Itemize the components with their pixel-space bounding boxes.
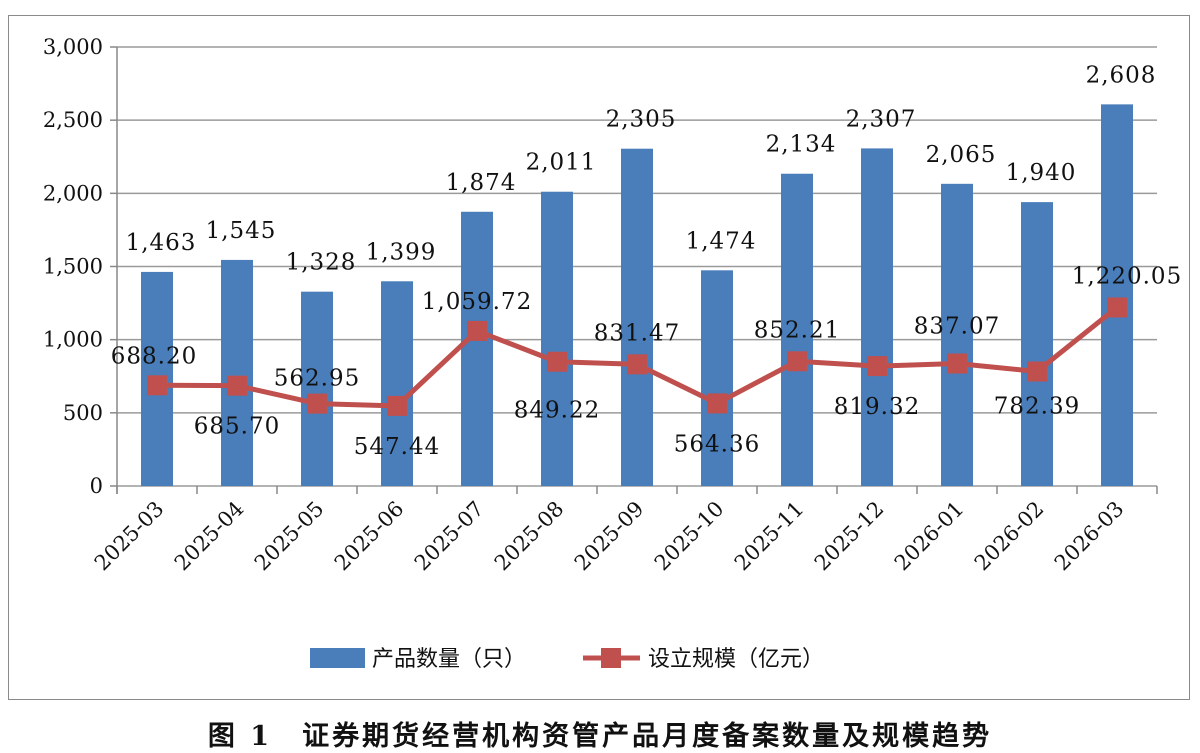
- legend-swatch-bar: [310, 648, 365, 668]
- line-value-label: 837.07: [914, 314, 1000, 340]
- x-tick-label: 2026-01: [890, 497, 969, 576]
- line-marker: [627, 354, 647, 375]
- bar-value-label: 1,874: [446, 170, 517, 196]
- bar-value-label: 2,011: [526, 150, 597, 176]
- line-marker: [787, 351, 807, 372]
- line-value-label: 685.70: [194, 414, 280, 440]
- line-value-label: 1,220.05: [1072, 263, 1182, 289]
- line-value-label: 547.44: [354, 434, 440, 460]
- line-marker: [867, 356, 887, 377]
- line-value-label: 1,059.72: [422, 289, 532, 315]
- x-tick-label: 2025-05: [250, 497, 329, 576]
- bar: [461, 211, 493, 486]
- bar-value-label: 2,305: [606, 107, 677, 133]
- line-marker: [387, 395, 407, 416]
- line-marker: [227, 375, 247, 396]
- bar-value-label: 1,463: [126, 230, 197, 256]
- y-tick-label: 1,000: [43, 328, 103, 352]
- x-tick-label: 2026-02: [970, 497, 1049, 576]
- x-tick-label: 2025-12: [810, 497, 889, 576]
- line-value-label: 782.39: [994, 394, 1080, 420]
- line-value-label: 831.47: [594, 320, 680, 346]
- line-marker: [467, 320, 487, 341]
- line-value-label: 688.20: [111, 343, 197, 369]
- chart-caption: 图 1 证券期货经营机构资管产品月度备案数量及规模趋势: [207, 721, 993, 752]
- bar-value-label: 2,134: [766, 132, 837, 158]
- bar: [1021, 202, 1053, 486]
- bar-value-label: 1,399: [366, 239, 437, 265]
- x-tick-label: 2025-11: [730, 497, 809, 576]
- line-marker: [1107, 297, 1127, 318]
- x-tick-label: 2025-07: [410, 497, 489, 576]
- x-tick-label: 2026-03: [1050, 497, 1129, 576]
- bar-value-label: 1,545: [206, 218, 277, 244]
- bar-value-label: 2,065: [926, 142, 997, 168]
- legend-marker-line: [601, 648, 621, 668]
- legend-label-bar: 产品数量（只）: [372, 647, 526, 672]
- line-value-label: 564.36: [674, 431, 760, 457]
- line-marker: [547, 351, 567, 372]
- bar: [221, 259, 253, 486]
- legend-label-line: 设立规模（亿元）: [648, 647, 824, 672]
- bar-value-label: 1,474: [686, 228, 757, 254]
- bar-value-label: 1,940: [1006, 160, 1077, 186]
- line-marker: [307, 393, 327, 414]
- x-tick-label: 2025-04: [170, 497, 249, 576]
- line-value-label: 562.95: [274, 366, 360, 392]
- line-marker: [147, 375, 167, 396]
- line-marker: [707, 393, 727, 414]
- bar: [621, 148, 653, 486]
- x-tick-label: 2025-08: [490, 497, 569, 576]
- y-tick-label: 1,500: [43, 255, 103, 279]
- bar: [701, 270, 733, 486]
- bar: [941, 183, 973, 487]
- bar: [1101, 104, 1133, 486]
- line-value-label: 849.22: [514, 398, 600, 424]
- line-marker: [1027, 361, 1047, 382]
- chart-frame: [8, 15, 1190, 700]
- bar-value-label: 2,608: [1086, 62, 1157, 88]
- y-tick-label: 2,500: [43, 108, 103, 132]
- x-tick-label: 2025-03: [90, 497, 169, 576]
- x-tick-label: 2025-10: [650, 497, 729, 576]
- y-tick-label: 2,000: [43, 181, 103, 205]
- y-tick-label: 3,000: [43, 35, 103, 59]
- bar-value-label: 2,307: [846, 106, 917, 132]
- bar: [541, 191, 573, 486]
- line-value-label: 819.32: [834, 394, 920, 420]
- x-tick-label: 2025-09: [570, 497, 649, 576]
- y-tick-label: 0: [90, 474, 103, 498]
- bar: [301, 291, 333, 486]
- bar-value-label: 1,328: [286, 250, 357, 276]
- y-tick-label: 500: [63, 401, 103, 425]
- line-value-label: 852.21: [754, 317, 840, 343]
- bar: [381, 281, 413, 486]
- line-marker: [947, 353, 967, 374]
- x-tick-label: 2025-06: [330, 497, 409, 576]
- bar: [861, 148, 893, 486]
- bar: [781, 173, 813, 486]
